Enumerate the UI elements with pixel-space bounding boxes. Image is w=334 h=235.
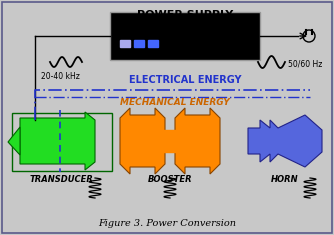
Polygon shape [120,108,165,174]
Polygon shape [20,112,95,170]
Text: BOOSTER: BOOSTER [148,175,192,184]
Bar [120,40,130,47]
Bar [134,40,144,47]
Bar [148,40,158,47]
Polygon shape [175,108,220,174]
Text: 20-40 kHz: 20-40 kHz [40,72,79,81]
Text: ELECTRICAL ENERGY: ELECTRICAL ENERGY [129,75,241,85]
Text: Figure 3. Power Conversion: Figure 3. Power Conversion [98,219,236,228]
FancyBboxPatch shape [110,12,260,60]
Text: HORN: HORN [271,175,299,184]
Text: POWER SUPPLY: POWER SUPPLY [137,10,233,20]
Text: TRANSDUCER: TRANSDUCER [30,175,94,184]
Bar [155,130,185,152]
Polygon shape [248,115,322,167]
Polygon shape [8,127,20,155]
Text: MECHANICAL ENERGY: MECHANICAL ENERGY [120,98,230,107]
Text: 50/60 Hz: 50/60 Hz [288,59,322,68]
